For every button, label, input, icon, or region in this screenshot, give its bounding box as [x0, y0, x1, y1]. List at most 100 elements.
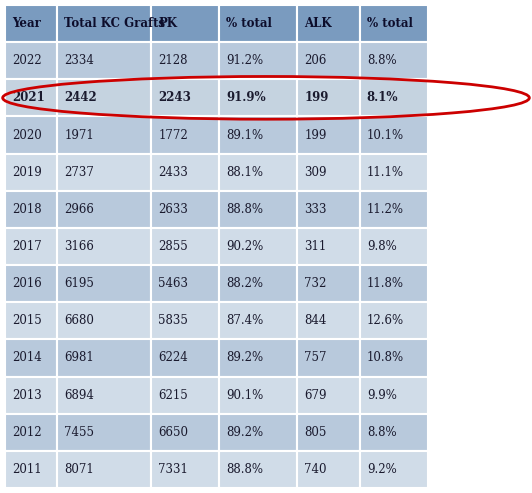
Text: 6224: 6224 [158, 352, 188, 364]
FancyBboxPatch shape [151, 154, 219, 191]
Text: 333: 333 [304, 203, 327, 216]
FancyBboxPatch shape [151, 265, 219, 302]
FancyBboxPatch shape [57, 339, 151, 377]
Text: 5463: 5463 [158, 277, 188, 290]
FancyBboxPatch shape [151, 451, 219, 488]
Text: 2737: 2737 [64, 166, 94, 178]
FancyBboxPatch shape [151, 42, 219, 79]
Text: 3166: 3166 [64, 240, 94, 253]
FancyBboxPatch shape [57, 191, 151, 228]
FancyBboxPatch shape [57, 5, 151, 42]
FancyBboxPatch shape [360, 414, 428, 451]
Text: 679: 679 [304, 388, 327, 402]
Text: 2011: 2011 [12, 463, 42, 476]
Text: 2017: 2017 [12, 240, 42, 253]
FancyBboxPatch shape [151, 191, 219, 228]
FancyBboxPatch shape [360, 42, 428, 79]
Text: 2022: 2022 [12, 54, 42, 67]
Text: 2020: 2020 [12, 129, 42, 141]
FancyBboxPatch shape [5, 414, 57, 451]
Text: 10.8%: 10.8% [367, 352, 404, 364]
FancyBboxPatch shape [151, 302, 219, 339]
FancyBboxPatch shape [219, 451, 297, 488]
FancyBboxPatch shape [219, 302, 297, 339]
FancyBboxPatch shape [151, 5, 219, 42]
Text: % total: % total [226, 17, 272, 30]
Text: 1971: 1971 [64, 129, 94, 141]
Text: 2013: 2013 [12, 388, 42, 402]
FancyBboxPatch shape [219, 116, 297, 154]
Text: 5835: 5835 [158, 315, 188, 327]
Text: 89.2%: 89.2% [226, 352, 263, 364]
FancyBboxPatch shape [151, 377, 219, 414]
Text: 8.8%: 8.8% [367, 426, 396, 439]
FancyBboxPatch shape [5, 451, 57, 488]
Text: 7331: 7331 [158, 463, 188, 476]
Text: 2855: 2855 [158, 240, 188, 253]
Text: 2021: 2021 [12, 91, 45, 105]
FancyBboxPatch shape [57, 228, 151, 265]
FancyBboxPatch shape [219, 42, 297, 79]
Text: 7455: 7455 [64, 426, 94, 439]
FancyBboxPatch shape [297, 228, 360, 265]
FancyBboxPatch shape [297, 451, 360, 488]
FancyBboxPatch shape [297, 154, 360, 191]
Text: 6650: 6650 [158, 426, 188, 439]
Text: 9.9%: 9.9% [367, 388, 397, 402]
FancyBboxPatch shape [5, 228, 57, 265]
Text: 88.8%: 88.8% [226, 203, 263, 216]
Text: 2243: 2243 [158, 91, 191, 105]
FancyBboxPatch shape [151, 228, 219, 265]
Text: 6680: 6680 [64, 315, 94, 327]
FancyBboxPatch shape [297, 116, 360, 154]
Text: 6894: 6894 [64, 388, 94, 402]
Text: 206: 206 [304, 54, 327, 67]
FancyBboxPatch shape [57, 377, 151, 414]
Text: % total: % total [367, 17, 417, 30]
Text: 8071: 8071 [64, 463, 94, 476]
Text: 2012: 2012 [12, 426, 42, 439]
Text: 88.8%: 88.8% [226, 463, 263, 476]
FancyBboxPatch shape [360, 451, 428, 488]
FancyBboxPatch shape [297, 265, 360, 302]
FancyBboxPatch shape [219, 79, 297, 116]
Text: 2016: 2016 [12, 277, 42, 290]
FancyBboxPatch shape [360, 302, 428, 339]
Text: 2015: 2015 [12, 315, 42, 327]
Text: 757: 757 [304, 352, 327, 364]
FancyBboxPatch shape [297, 191, 360, 228]
Text: 11.1%: 11.1% [367, 166, 404, 178]
Text: 309: 309 [304, 166, 327, 178]
Text: 91.9%: 91.9% [226, 91, 265, 105]
Text: 844: 844 [304, 315, 327, 327]
FancyBboxPatch shape [57, 116, 151, 154]
Text: 2442: 2442 [64, 91, 97, 105]
Text: 89.2%: 89.2% [226, 426, 263, 439]
Text: 8.1%: 8.1% [367, 91, 398, 105]
FancyBboxPatch shape [297, 79, 360, 116]
FancyBboxPatch shape [219, 228, 297, 265]
Text: 12.6%: 12.6% [367, 315, 404, 327]
Text: 10.1%: 10.1% [367, 129, 404, 141]
FancyBboxPatch shape [360, 377, 428, 414]
FancyBboxPatch shape [360, 79, 428, 116]
Text: 6215: 6215 [158, 388, 188, 402]
Text: PK: PK [158, 17, 177, 30]
FancyBboxPatch shape [297, 414, 360, 451]
FancyBboxPatch shape [360, 5, 428, 42]
FancyBboxPatch shape [219, 265, 297, 302]
Text: 2966: 2966 [64, 203, 94, 216]
Text: 89.1%: 89.1% [226, 129, 263, 141]
FancyBboxPatch shape [360, 191, 428, 228]
FancyBboxPatch shape [5, 79, 57, 116]
FancyBboxPatch shape [151, 116, 219, 154]
Text: 6981: 6981 [64, 352, 94, 364]
Text: 88.1%: 88.1% [226, 166, 263, 178]
Text: 6195: 6195 [64, 277, 94, 290]
FancyBboxPatch shape [360, 116, 428, 154]
FancyBboxPatch shape [5, 42, 57, 79]
Text: 2128: 2128 [158, 54, 188, 67]
Text: 90.2%: 90.2% [226, 240, 263, 253]
Text: 2018: 2018 [12, 203, 42, 216]
Text: 90.1%: 90.1% [226, 388, 263, 402]
